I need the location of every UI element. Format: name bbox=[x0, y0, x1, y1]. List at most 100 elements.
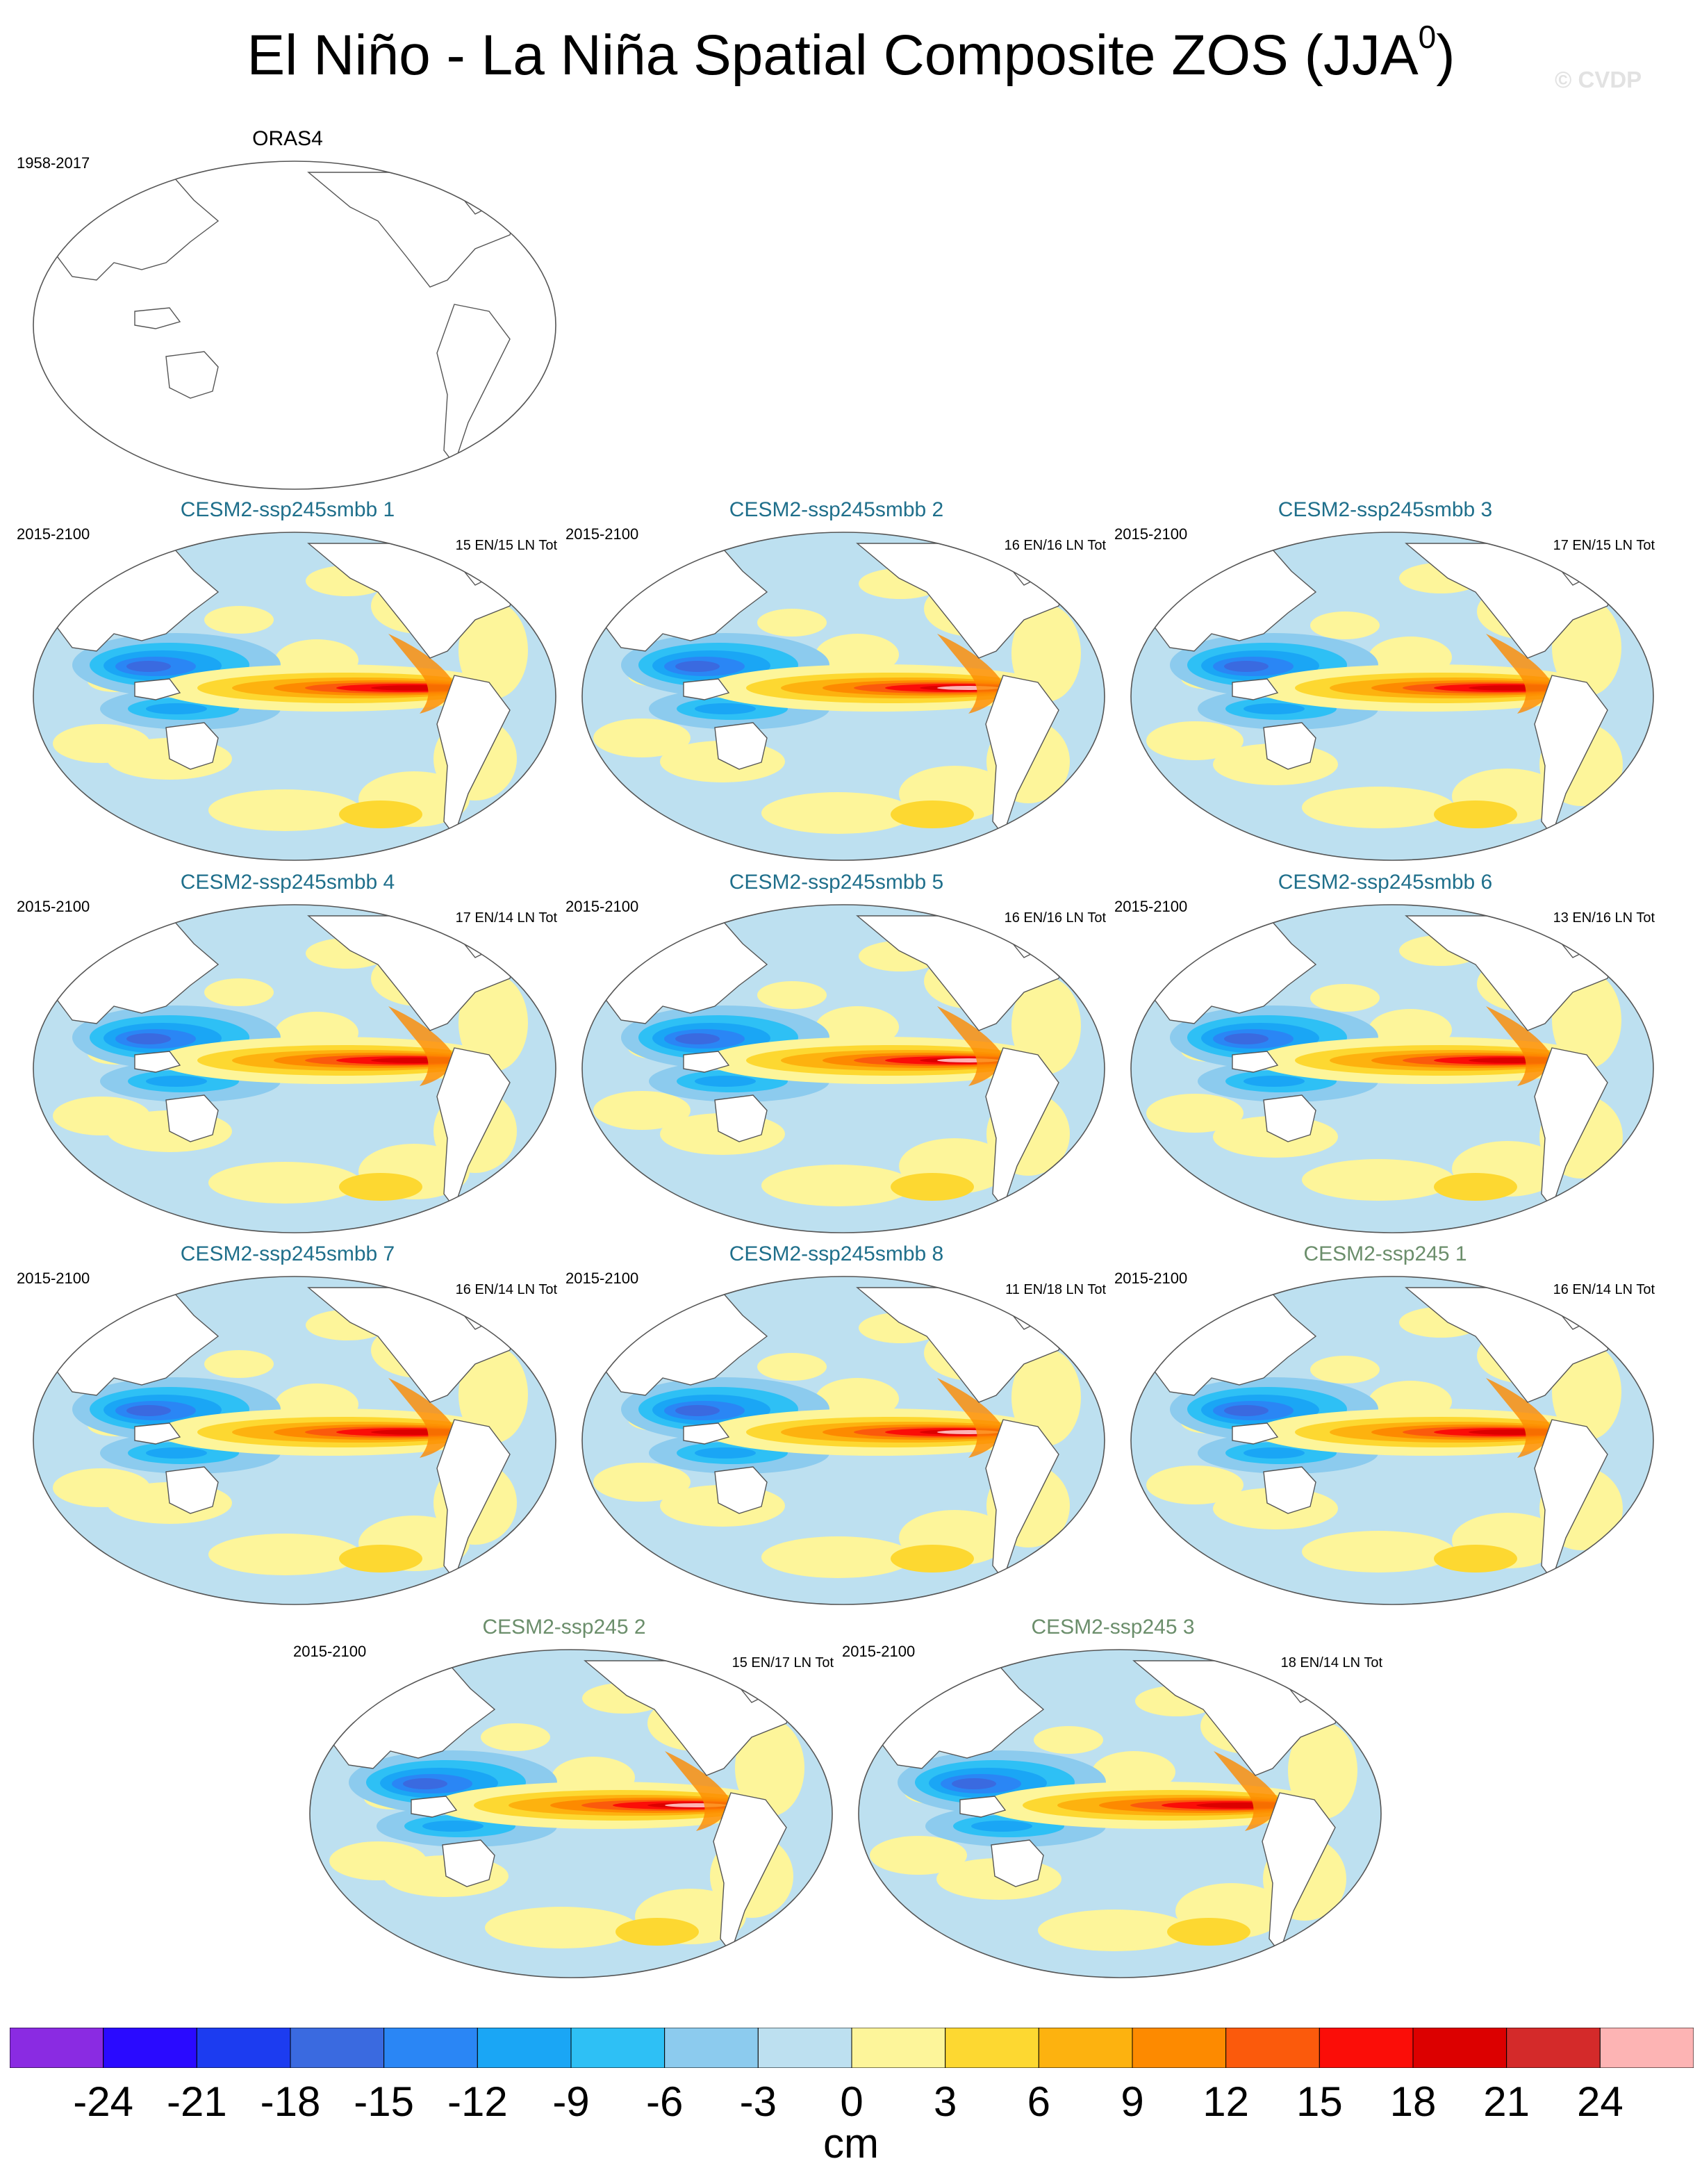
panel-map bbox=[33, 1276, 556, 1605]
panel-map bbox=[309, 1649, 833, 1978]
panel-event-counts: 18 EN/14 LN Tot bbox=[1280, 1655, 1382, 1670]
positive-anomaly-patch bbox=[1146, 1094, 1244, 1133]
panel-period: 2015-2100 bbox=[17, 525, 90, 543]
negative-anomaly-lobe bbox=[403, 1778, 447, 1789]
negative-anomaly-lobe bbox=[1244, 1076, 1305, 1087]
positive-anomaly-patch bbox=[1434, 800, 1517, 828]
map-field bbox=[1131, 532, 1653, 860]
positive-anomaly-patch bbox=[1038, 1910, 1191, 1951]
map-border bbox=[581, 532, 1105, 861]
map-panel: CESM2-ssp245smbb 3 2015-2100 17 EN/15 LN T… bbox=[1114, 498, 1656, 877]
panel-map bbox=[1130, 904, 1654, 1233]
map-field bbox=[33, 905, 556, 1233]
landmass-australia bbox=[442, 1839, 495, 1887]
colorbar-unit: cm bbox=[823, 2120, 879, 2167]
positive-anomaly-patch bbox=[208, 789, 361, 831]
panel-title: CESM2-ssp245 3 bbox=[1031, 1616, 1195, 1639]
positive-anomaly-patch bbox=[1146, 1465, 1244, 1504]
landmass-south-america bbox=[436, 304, 511, 466]
negative-anomaly-lobe bbox=[695, 1447, 756, 1459]
positive-anomaly-patch bbox=[339, 1173, 422, 1201]
panel-map bbox=[858, 1649, 1382, 1978]
negative-anomaly-lobe bbox=[1244, 703, 1305, 714]
positive-anomaly-patch bbox=[761, 1536, 914, 1578]
positive-anomaly-patch bbox=[458, 602, 528, 699]
panel-title: CESM2-ssp245smbb 5 bbox=[729, 871, 944, 894]
positive-anomaly-patch bbox=[761, 1165, 914, 1206]
colorbar-swatch bbox=[1412, 2028, 1507, 2068]
panel-title: CESM2-ssp245 1 bbox=[1303, 1242, 1467, 1265]
colorbar-tick-label: -15 bbox=[354, 2078, 415, 2125]
negative-anomaly-lobe bbox=[695, 703, 756, 714]
positive-anomaly-patch bbox=[204, 978, 274, 1006]
colorbar-swatch bbox=[1599, 2028, 1694, 2068]
panel-event-counts: 13 EN/16 LN Tot bbox=[1553, 910, 1655, 926]
map-field bbox=[859, 1650, 1381, 1978]
title-superscript: 0 bbox=[1418, 19, 1437, 55]
positive-anomaly-patch bbox=[339, 1545, 422, 1573]
colorbar-swatch bbox=[851, 2028, 946, 2068]
positive-anomaly-patch bbox=[1310, 611, 1380, 639]
colorbar-tick-label: -9 bbox=[552, 2078, 590, 2125]
colorbar-tick-label: -24 bbox=[73, 2078, 134, 2125]
panel-title: CESM2-ssp245smbb 8 bbox=[729, 1242, 944, 1265]
colorbar-swatch bbox=[1319, 2028, 1414, 2068]
landmass-south-america bbox=[985, 675, 1059, 837]
map-border bbox=[33, 532, 556, 861]
positive-anomaly-patch bbox=[1167, 1918, 1250, 1946]
map-panel: CESM2-ssp245 1 2015-2100 16 EN/14 LN Tot bbox=[1114, 1242, 1656, 1621]
landmass-australia bbox=[714, 722, 768, 770]
coastal-anomaly bbox=[1214, 1751, 1281, 1831]
panel-event-counts: 17 EN/15 LN Tot bbox=[1553, 538, 1655, 553]
map-panel: CESM2-ssp245 3 2015-2100 18 EN/14 LN Tot bbox=[842, 1616, 1384, 1994]
landmass-australia bbox=[1263, 1094, 1316, 1142]
panel-period: 2015-2100 bbox=[565, 1270, 639, 1287]
negative-anomaly-lobe bbox=[675, 661, 720, 672]
coastal-anomaly bbox=[937, 634, 1005, 714]
colorbar-swatch bbox=[103, 2028, 197, 2068]
positive-anomaly-patch bbox=[870, 1836, 967, 1875]
map-border bbox=[581, 904, 1105, 1233]
colorbar-tick-label: 6 bbox=[1027, 2078, 1051, 2125]
positive-anomaly-patch bbox=[891, 1545, 974, 1573]
map-field bbox=[33, 172, 518, 466]
panel-map bbox=[581, 904, 1105, 1233]
positive-anomaly-patch bbox=[1146, 721, 1244, 760]
colorbar-swatch bbox=[570, 2028, 666, 2068]
panel-title: ORAS4 bbox=[252, 127, 323, 150]
landmass-south-america bbox=[1534, 1419, 1608, 1581]
colorbar-swatch bbox=[477, 2028, 572, 2068]
panel-title: CESM2-ssp245smbb 4 bbox=[180, 871, 395, 894]
panel-event-counts: 16 EN/14 LN Tot bbox=[455, 1282, 557, 1297]
map-panel: CESM2-ssp245smbb 6 2015-2100 13 EN/16 LN T… bbox=[1114, 871, 1656, 1249]
map-border bbox=[581, 1276, 1105, 1605]
positive-anomaly-patch bbox=[458, 1346, 528, 1443]
colorbar-tick-label: -21 bbox=[166, 2078, 227, 2125]
map-field bbox=[582, 1276, 1105, 1604]
positive-anomaly-patch bbox=[208, 1162, 361, 1204]
landmass-south-america bbox=[436, 675, 511, 837]
colorbar-swatch bbox=[1132, 2028, 1227, 2068]
landmass-maritime-continent bbox=[959, 1796, 1007, 1818]
watermark: © CVDP bbox=[1555, 67, 1642, 92]
landmass-australia bbox=[714, 1094, 768, 1142]
title-close: ) bbox=[1436, 24, 1455, 87]
positive-anomaly-patch bbox=[593, 1091, 691, 1130]
colorbar-swatch bbox=[1506, 2028, 1601, 2068]
map-border bbox=[33, 161, 556, 490]
panel-map bbox=[33, 161, 556, 490]
panel-title: CESM2-ssp245smbb 6 bbox=[1278, 871, 1493, 894]
negative-anomaly-lobe bbox=[695, 1076, 756, 1087]
landmass-maritime-continent bbox=[683, 1051, 730, 1073]
panel-event-counts: 16 EN/16 LN Tot bbox=[1004, 910, 1106, 926]
positive-anomaly-patch bbox=[485, 1907, 638, 1948]
landmass-australia bbox=[991, 1839, 1044, 1887]
landmass-maritime-continent bbox=[1232, 1422, 1279, 1445]
panel-title: CESM2-ssp245smbb 7 bbox=[180, 1242, 395, 1265]
panel-title: CESM2-ssp245smbb 2 bbox=[729, 498, 944, 521]
landmass-maritime-continent bbox=[134, 1051, 181, 1073]
negative-anomaly-lobe bbox=[1224, 1033, 1269, 1044]
panel-period: 2015-2100 bbox=[1114, 898, 1188, 915]
negative-anomaly-lobe bbox=[952, 1778, 996, 1789]
landmass-south-america bbox=[1534, 675, 1608, 837]
